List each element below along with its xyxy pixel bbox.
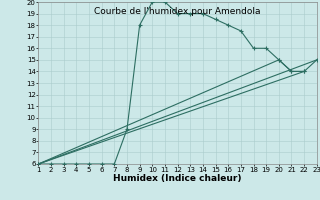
Text: Courbe de l'humidex pour Amendola: Courbe de l'humidex pour Amendola [94,7,261,16]
X-axis label: Humidex (Indice chaleur): Humidex (Indice chaleur) [113,174,242,183]
